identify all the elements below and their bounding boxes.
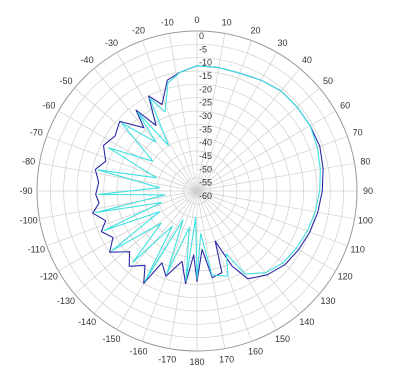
grid-spoke — [196, 190, 301, 314]
angle-tick-label: -50 — [59, 76, 72, 86]
angle-tick-label: -40 — [81, 55, 94, 65]
angle-tick-labels: 0-10-20-30-40-50-60-70-80-90-100-110-120… — [19, 15, 373, 367]
series-line — [94, 65, 321, 282]
angle-tick-label: -30 — [105, 38, 118, 48]
angle-tick-label: -120 — [40, 272, 58, 282]
angle-tick-label: 100 — [358, 216, 373, 226]
angle-tick-label: -170 — [158, 354, 176, 364]
angle-tick-label: 60 — [340, 101, 350, 111]
radial-tick-label: -55 — [199, 178, 212, 188]
radial-tick-label: -10 — [199, 58, 212, 68]
grid-spoke — [39, 190, 198, 220]
angle-tick-label: -130 — [57, 296, 75, 306]
grid-spoke — [93, 190, 198, 314]
grid-spoke — [168, 33, 198, 192]
grid-spoke — [196, 68, 301, 192]
angle-tick-label: 10 — [222, 18, 232, 28]
grid-spoke — [58, 190, 198, 272]
series-line — [92, 65, 324, 285]
grid-spoke — [196, 162, 355, 192]
radial-tick-label: -5 — [199, 44, 207, 54]
polar-grid — [36, 30, 358, 352]
grid-spoke — [196, 190, 355, 220]
grid-spoke — [141, 40, 198, 192]
angle-tick-label: 130 — [320, 296, 335, 306]
angle-tick-label: -60 — [42, 101, 55, 111]
grid-spoke — [196, 190, 278, 330]
grid-spoke — [196, 40, 253, 192]
grid-spoke — [196, 190, 336, 272]
angle-tick-label: 70 — [353, 128, 363, 138]
grid-spoke — [196, 190, 348, 247]
radial-tick-label: -50 — [199, 164, 212, 174]
radial-tick-label: -15 — [199, 71, 212, 81]
radial-tick-label: -30 — [199, 111, 212, 121]
angle-tick-label: 150 — [275, 334, 290, 344]
angle-tick-label: -150 — [102, 334, 120, 344]
data-series — [92, 65, 324, 285]
grid-spoke — [46, 135, 198, 192]
grid-spoke — [196, 110, 336, 192]
angle-tick-label: 110 — [351, 244, 365, 254]
radial-tick-label: -25 — [199, 98, 212, 108]
angle-tick-label: -90 — [19, 186, 32, 196]
radial-tick-label: -60 — [199, 191, 212, 201]
angle-tick-label: 180 — [189, 357, 204, 367]
angle-tick-label: 40 — [302, 55, 312, 65]
grid-spoke — [46, 190, 198, 247]
angle-tick-label: 170 — [219, 354, 234, 364]
grid-spoke — [196, 135, 348, 192]
angle-tick-label: 20 — [250, 25, 260, 35]
grid-spoke — [196, 87, 320, 192]
angle-tick-label: -80 — [22, 156, 35, 166]
grid-spoke — [58, 110, 198, 192]
grid-spoke — [196, 190, 320, 295]
grid-spoke — [196, 33, 226, 192]
angle-tick-label: 30 — [277, 38, 287, 48]
angle-tick-label: 160 — [248, 347, 263, 357]
grid-spoke — [196, 190, 253, 342]
angle-tick-label: 0 — [194, 15, 199, 25]
radial-tick-label: -35 — [199, 124, 212, 134]
grid-spoke — [74, 190, 198, 295]
angle-tick-label: 90 — [363, 186, 373, 196]
grid-spoke — [39, 162, 198, 192]
grid-spoke — [116, 190, 198, 330]
angle-tick-label: 80 — [360, 156, 370, 166]
grid-spoke — [116, 52, 198, 192]
angle-tick-label: 120 — [338, 272, 353, 282]
angle-tick-label: 140 — [299, 317, 314, 327]
angle-tick-label: -160 — [130, 347, 148, 357]
angle-tick-label: -70 — [30, 128, 43, 138]
radial-tick-label: -45 — [199, 151, 212, 161]
radial-tick-label: -20 — [199, 84, 212, 94]
angle-tick-label: -110 — [28, 244, 45, 254]
angle-tick-label: -10 — [161, 18, 174, 28]
angle-tick-label: -100 — [20, 216, 38, 226]
grid-spoke — [196, 52, 278, 192]
radial-tick-label: 0 — [199, 31, 204, 41]
radial-tick-labels: 0 -5 -10 -15 -20 -25 -30 -35 -40 -45 -50 -55 -60 — [199, 31, 212, 201]
radial-tick-label: -40 — [199, 138, 212, 148]
angle-tick-label: -20 — [132, 25, 145, 35]
angle-tick-label: -140 — [78, 317, 96, 327]
grid-spoke — [93, 68, 198, 192]
angle-tick-label: 50 — [323, 76, 333, 86]
